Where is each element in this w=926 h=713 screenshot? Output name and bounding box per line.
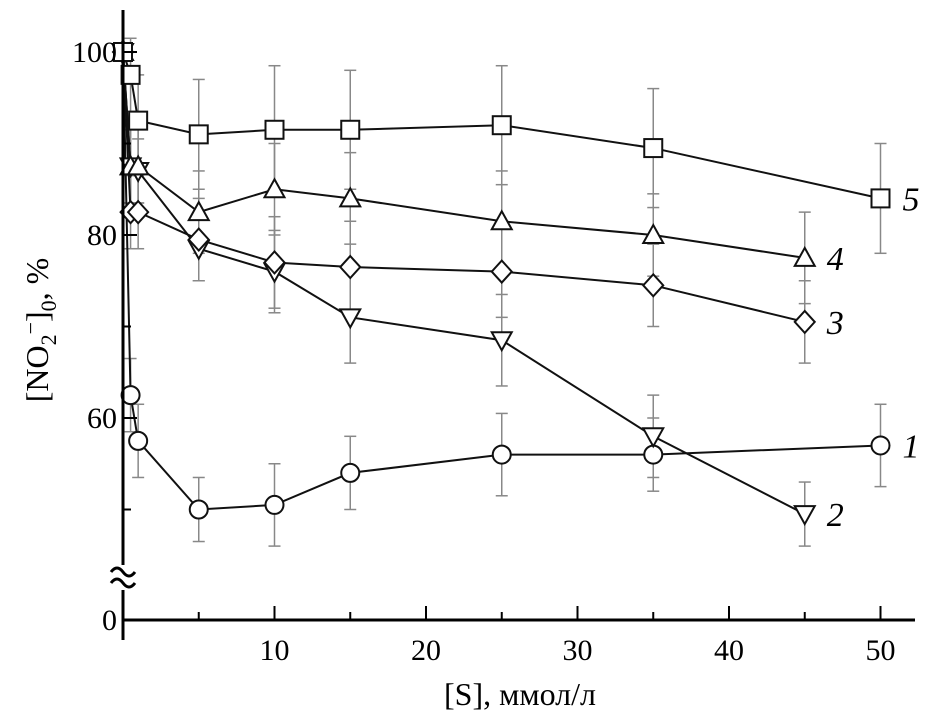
data-point-3 xyxy=(793,309,817,335)
y-title-tail: , % xyxy=(19,258,55,301)
series-label-2: 2 xyxy=(827,497,844,534)
data-point-5 xyxy=(188,124,209,145)
data-point-1 xyxy=(188,499,209,520)
data-point-3 xyxy=(263,249,286,275)
axis-break-mark xyxy=(109,566,137,589)
x-tick-label: 20 xyxy=(411,634,441,667)
series-line-2 xyxy=(122,51,806,515)
data-point-3 xyxy=(187,227,211,253)
series-label-1: 1 xyxy=(903,428,920,465)
series-labels: 1 2 3 4 5 xyxy=(826,181,920,534)
x-tick-label: 50 xyxy=(866,634,896,667)
data-point-5 xyxy=(643,138,664,159)
data-point-1 xyxy=(870,435,891,456)
data-point-3 xyxy=(126,199,150,225)
data-point-5 xyxy=(264,119,285,140)
data-point-5 xyxy=(870,188,891,209)
data-point-4 xyxy=(262,177,287,199)
y-title-sub1: 2 xyxy=(36,334,61,345)
error-bars xyxy=(124,37,887,547)
data-point-1 xyxy=(264,494,285,515)
data-point-4 xyxy=(641,222,665,244)
data-point-2 xyxy=(490,331,514,353)
axes: 10 20 30 40 50 0 60 80 100 xyxy=(72,10,915,667)
data-point-1 xyxy=(128,430,149,451)
data-point-4 xyxy=(338,186,362,208)
data-point-2 xyxy=(338,308,362,330)
y-title-sup: − xyxy=(18,322,43,334)
series-label-3: 3 xyxy=(826,305,844,342)
x-tick-label: 10 xyxy=(260,634,290,667)
x-tick-label: 30 xyxy=(563,634,593,667)
data-point-3 xyxy=(490,259,514,285)
data-point-3 xyxy=(338,254,362,280)
data-point-2 xyxy=(641,427,665,449)
y-tick-label: 100 xyxy=(72,36,117,69)
y-tick-label: 60 xyxy=(87,402,117,435)
y-axis-title: [NO2−]0, % xyxy=(18,258,61,403)
data-point-5 xyxy=(128,110,149,131)
data-point-4 xyxy=(490,209,514,231)
data-point-5 xyxy=(491,115,512,136)
series-markers xyxy=(111,39,891,527)
data-point-5 xyxy=(340,119,361,140)
y-title-sub2: 0 xyxy=(36,300,61,311)
data-point-4 xyxy=(126,154,150,176)
y-tick-label: 80 xyxy=(87,219,117,252)
data-point-1 xyxy=(491,444,512,465)
series-line-3 xyxy=(122,51,805,323)
data-point-4 xyxy=(187,200,211,222)
data-point-3 xyxy=(641,272,665,298)
x-tick-label: 40 xyxy=(714,634,744,667)
series-label-4: 4 xyxy=(827,241,844,278)
y-title-open: [NO xyxy=(19,345,55,402)
y-title-close: ] xyxy=(19,311,55,322)
x-axis-title: [S], ммол/л xyxy=(444,676,596,712)
series-label-5: 5 xyxy=(903,181,920,218)
series-line-4 xyxy=(122,51,805,259)
y-tick-label: 0 xyxy=(102,604,117,637)
data-point-4 xyxy=(793,245,817,267)
data-point-2 xyxy=(793,505,817,527)
data-point-1 xyxy=(340,462,361,483)
